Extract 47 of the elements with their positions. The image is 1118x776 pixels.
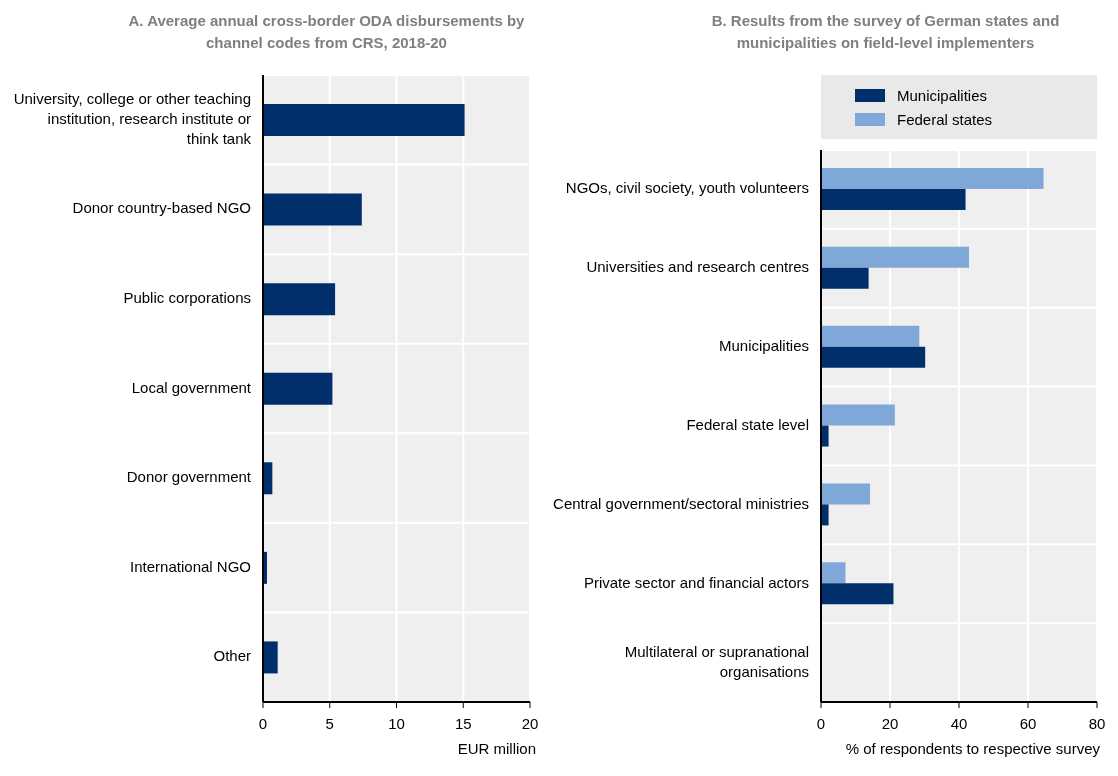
y-tick-label: Local government xyxy=(131,378,252,396)
bar xyxy=(263,283,336,316)
legend-label: Municipalities xyxy=(897,86,988,104)
x-tick-label: 15 xyxy=(454,714,472,732)
y-tick-label: Donor country-based NGO xyxy=(72,199,251,217)
bar xyxy=(821,562,846,584)
bar xyxy=(821,504,829,526)
bar xyxy=(821,246,970,268)
bar xyxy=(821,267,869,289)
y-tick-label: Donor government xyxy=(126,468,252,486)
x-tick-label: 0 xyxy=(816,714,826,732)
bar xyxy=(263,104,465,136)
x-tick-label: 0 xyxy=(258,714,268,732)
x-tick-label: 10 xyxy=(388,714,405,732)
x-tick-label: 40 xyxy=(950,714,968,732)
y-tick-label: International NGO xyxy=(130,557,251,575)
bar xyxy=(821,168,1044,189)
x-tick-label: 5 xyxy=(325,714,334,732)
bar xyxy=(821,583,894,605)
x-axis-title: % of respondents to respective survey xyxy=(845,740,1101,757)
chart-title: B. Results from the survey of German states and municipalities on field-level implementers xyxy=(710,11,1061,53)
bar xyxy=(821,404,895,426)
bar xyxy=(263,641,278,674)
y-tick-label: Federal state level xyxy=(686,415,809,433)
x-tick-label: 20 xyxy=(881,714,899,732)
y-tick-label: NGOs, civil society, youth volunteers xyxy=(565,179,809,197)
y-tick-label: Universities and research centres xyxy=(586,258,809,276)
y-tick-label: Municipalities xyxy=(718,337,809,355)
bar xyxy=(821,325,920,347)
x-tick-label: 80 xyxy=(1088,714,1106,732)
y-tick-label: Other xyxy=(213,647,251,665)
y-tick-label: Public corporations xyxy=(123,288,251,306)
bar xyxy=(263,193,362,226)
y-tick-label: University, college or other teaching institution, research institute or think tank xyxy=(13,89,252,147)
x-tick-label: 20 xyxy=(521,714,539,732)
legend-label: Federal states xyxy=(897,110,993,128)
bar xyxy=(821,483,870,505)
y-tick-label: Private sector and financial actors xyxy=(583,573,809,591)
bar xyxy=(263,372,333,405)
bar xyxy=(821,346,926,368)
x-axis-title: EUR million xyxy=(457,740,536,757)
y-tick-label: Multilateral or supranational organisations xyxy=(624,642,809,680)
chart-title: A. Average annual cross-border ODA disbursements by channel codes from CRS, 2018-20 xyxy=(127,11,526,53)
bar xyxy=(821,425,829,447)
y-tick-label: Central government/sectoral ministries xyxy=(553,494,809,512)
x-tick-label: 60 xyxy=(1019,714,1037,732)
bar xyxy=(821,189,966,210)
